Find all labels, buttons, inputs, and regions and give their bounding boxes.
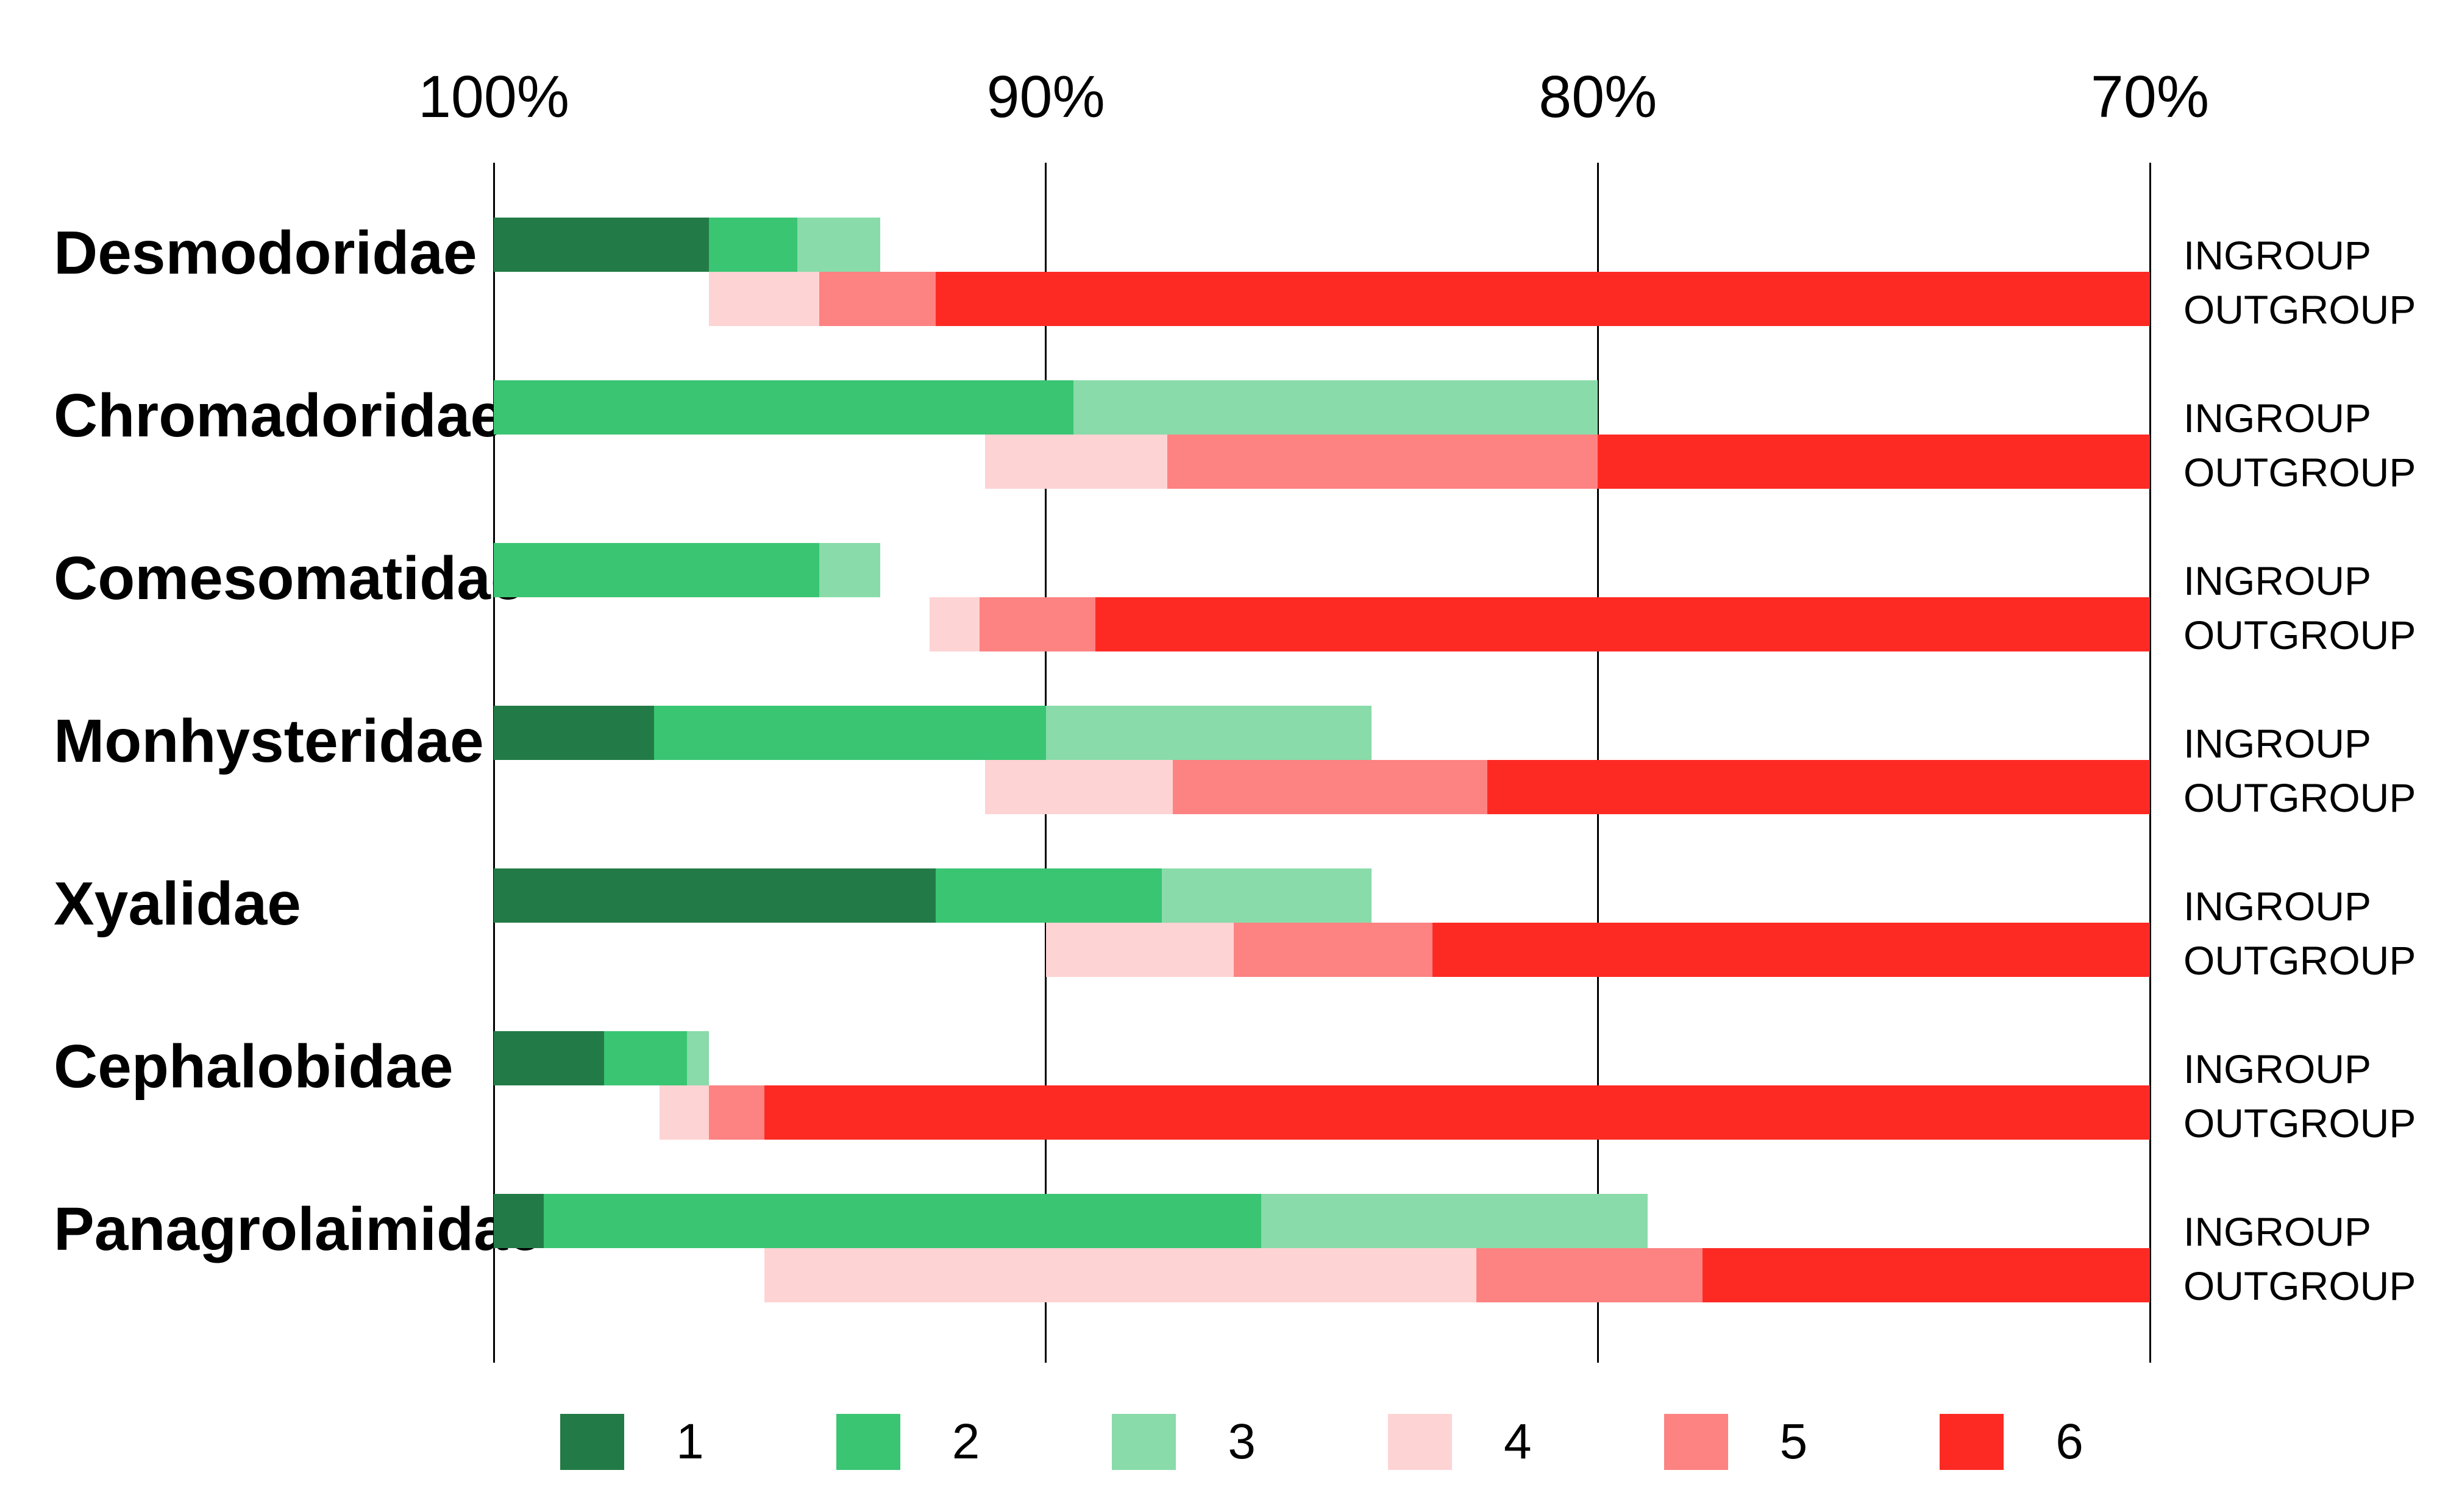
ingroup-bar-segment-1 — [494, 706, 654, 760]
ingroup-row-label: INGROUP — [2183, 1046, 2372, 1091]
ingroup-bar-segment-2 — [604, 1031, 687, 1085]
ingroup-row-label: INGROUP — [2183, 396, 2372, 441]
outgroup-bar-segment-4 — [764, 1248, 1477, 1302]
legend-label: 6 — [2055, 1414, 2083, 1469]
ingroup-bar-segment-2 — [653, 706, 1046, 760]
ingroup-bar-segment-3 — [819, 543, 880, 597]
legend-swatch — [1112, 1414, 1176, 1470]
family-label: Monhysteridae — [54, 707, 484, 775]
legend-item: 2 — [836, 1414, 980, 1470]
outgroup-bar-segment-5 — [1167, 435, 1598, 489]
outgroup-bar-segment-6 — [1095, 597, 2150, 651]
outgroup-bar-segment-6 — [764, 1085, 2150, 1140]
ingroup-row-label: INGROUP — [2183, 233, 2372, 278]
outgroup-bar-segment-4 — [659, 1085, 710, 1140]
ingroup-bar-segment-3 — [686, 1031, 710, 1085]
outgroup-bar-segment-5 — [819, 272, 936, 326]
ingroup-bar-segment-1 — [494, 868, 936, 923]
outgroup-bar-segment-4 — [930, 597, 980, 651]
legend-swatch — [1388, 1414, 1452, 1470]
family-label: Comesomatidae — [54, 544, 525, 612]
legend-item: 3 — [1112, 1414, 1256, 1470]
legend-label: 3 — [1228, 1414, 1256, 1469]
x-axis-tick-label: 90% — [986, 63, 1105, 130]
legend-label: 5 — [1779, 1414, 1808, 1469]
ingroup-bar-segment-1 — [494, 218, 710, 272]
legend-swatch — [1663, 1414, 1728, 1470]
outgroup-bar-segment-6 — [1487, 760, 2150, 814]
ingroup-bar-segment-2 — [494, 543, 820, 597]
grid-line — [2149, 163, 2151, 1363]
legend-item: 4 — [1388, 1414, 1532, 1470]
outgroup-row-label: OUTGROUP — [2183, 1263, 2416, 1308]
outgroup-bar-segment-6 — [1598, 435, 2150, 489]
ingroup-bar-segment-1 — [494, 1031, 605, 1085]
ingroup-bar-segment-3 — [1161, 868, 1372, 923]
ingroup-bar-segment-2 — [494, 380, 1073, 435]
ingroup-row-label: INGROUP — [2183, 558, 2372, 603]
outgroup-bar-segment-5 — [1476, 1248, 1703, 1302]
outgroup-bar-segment-5 — [1172, 760, 1488, 814]
x-axis-tick-label: 70% — [2090, 63, 2210, 130]
x-axis-tick-label: 80% — [1539, 63, 1657, 130]
ingroup-bar-segment-2 — [709, 218, 798, 272]
ingroup-bar-segment-3 — [1045, 706, 1372, 760]
outgroup-bar-segment-5 — [709, 1085, 764, 1140]
legend-item: 5 — [1663, 1414, 1808, 1470]
outgroup-row-label: OUTGROUP — [2183, 775, 2416, 820]
legend-item: 1 — [560, 1414, 704, 1470]
family-label: Xyalidae — [54, 870, 301, 938]
ingroup-bar-segment-2 — [543, 1194, 1261, 1248]
family-label: Panagrolaimidae — [54, 1195, 542, 1263]
ingroup-bar-segment-3 — [1261, 1194, 1648, 1248]
outgroup-row-label: OUTGROUP — [2183, 612, 2416, 658]
outgroup-bar-segment-5 — [1233, 923, 1432, 977]
legend-swatch — [836, 1414, 900, 1470]
outgroup-bar-segment-4 — [985, 760, 1173, 814]
legend-label: 2 — [952, 1414, 980, 1469]
ingroup-row-label: INGROUP — [2183, 721, 2372, 766]
outgroup-row-label: OUTGROUP — [2183, 938, 2416, 983]
outgroup-bar-segment-6 — [1703, 1248, 2150, 1302]
outgroup-row-label: OUTGROUP — [2183, 450, 2416, 495]
family-label: Chromadoridae — [54, 382, 505, 450]
legend-label: 4 — [1504, 1414, 1532, 1469]
outgroup-bar-segment-6 — [935, 272, 2150, 326]
outgroup-row-label: OUTGROUP — [2183, 287, 2416, 332]
family-label: Cephalobidae — [54, 1032, 454, 1101]
outgroup-bar-segment-6 — [1432, 923, 2150, 977]
grid-line — [493, 163, 495, 1363]
outgroup-bar-segment-4 — [1045, 923, 1234, 977]
legend: 1 2 3 4 5 6 — [494, 1414, 2150, 1470]
legend-swatch — [560, 1414, 625, 1470]
outgroup-bar-segment-5 — [979, 597, 1096, 651]
family-label: Desmodoridae — [54, 219, 477, 287]
ingroup-bar-segment-3 — [797, 218, 880, 272]
legend-label: 1 — [676, 1414, 704, 1469]
outgroup-row-label: OUTGROUP — [2183, 1101, 2416, 1146]
ingroup-row-label: INGROUP — [2183, 884, 2372, 929]
legend-swatch — [1940, 1414, 2004, 1470]
ingroup-bar-segment-2 — [935, 868, 1162, 923]
ingroup-bar-segment-3 — [1073, 380, 1598, 435]
x-axis-tick-label: 100% — [418, 63, 570, 130]
outgroup-bar-segment-4 — [985, 435, 1167, 489]
ingroup-bar-segment-1 — [494, 1194, 544, 1248]
outgroup-bar-segment-4 — [709, 272, 820, 326]
ingroup-row-label: INGROUP — [2183, 1209, 2372, 1254]
legend-item: 6 — [1940, 1414, 2083, 1470]
